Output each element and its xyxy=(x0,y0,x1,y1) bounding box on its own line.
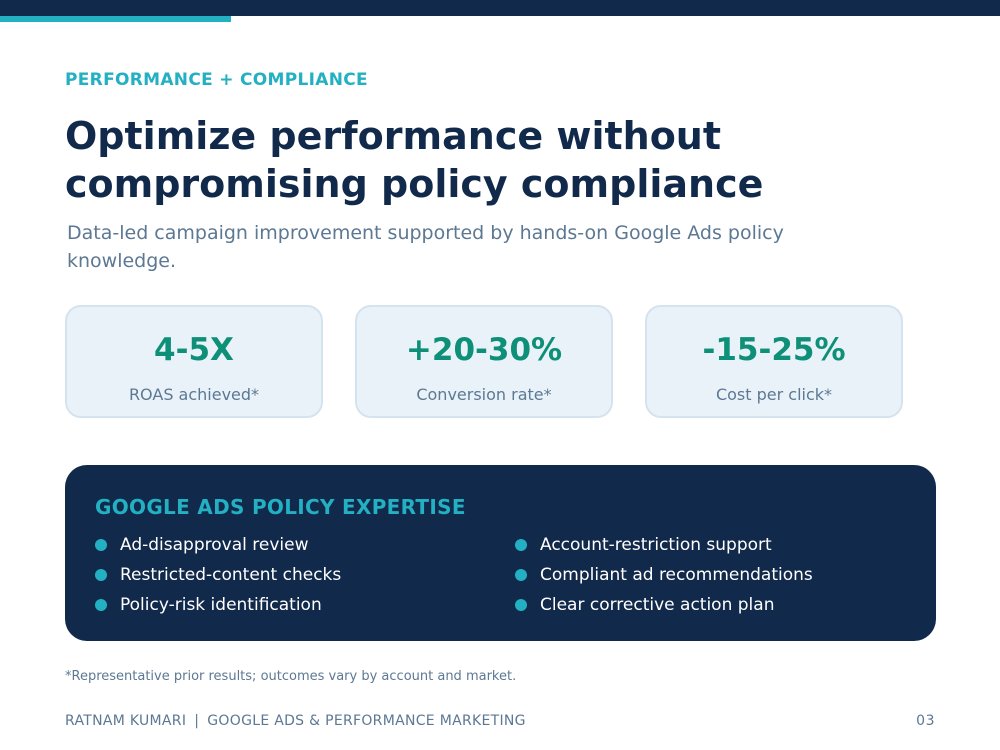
bullet-dot-icon xyxy=(515,539,527,551)
policy-item-label: Account-restriction support xyxy=(540,535,772,555)
policy-list-right: Account-restriction support Compliant ad… xyxy=(515,534,813,624)
metric-card-roas: 4-5X ROAS achieved* xyxy=(65,305,323,418)
title-line-2: compromising policy compliance xyxy=(65,162,764,206)
bullet-dot-icon xyxy=(515,599,527,611)
policy-heading: GOOGLE ADS POLICY EXPERTISE xyxy=(95,495,466,519)
policy-list-item: Clear corrective action plan xyxy=(515,594,813,624)
footer-separator: | xyxy=(194,713,200,729)
bullet-dot-icon xyxy=(95,569,107,581)
top-bar xyxy=(0,0,1000,16)
policy-item-label: Restricted-content checks xyxy=(120,565,342,585)
bullet-dot-icon xyxy=(95,539,107,551)
policy-list-item: Account-restriction support xyxy=(515,534,813,564)
policy-item-label: Compliant ad recommendations xyxy=(540,565,813,585)
metric-value: 4-5X xyxy=(154,332,234,368)
footer-credit: RATNAM KUMARI | GOOGLE ADS & PERFORMANCE M… xyxy=(65,713,526,729)
footer-author: RATNAM KUMARI xyxy=(65,713,187,729)
section-eyebrow: PERFORMANCE + COMPLIANCE xyxy=(65,70,368,90)
footnote: *Representative prior results; outcomes … xyxy=(65,669,517,684)
page-number: 03 xyxy=(916,713,935,729)
policy-list-left: Ad-disapproval review Restricted-content… xyxy=(95,534,341,624)
metric-value: -15-25% xyxy=(702,332,846,368)
slide-title: Optimize performance without compromisin… xyxy=(65,112,925,208)
metric-label: Cost per click* xyxy=(715,385,833,404)
policy-list-item: Compliant ad recommendations xyxy=(515,564,813,594)
policy-item-label: Clear corrective action plan xyxy=(540,595,775,615)
policy-expertise-panel: GOOGLE ADS POLICY EXPERTISE Ad-disapprov… xyxy=(65,465,936,641)
footer-topic: GOOGLE ADS & PERFORMANCE MARKETING xyxy=(207,713,526,729)
bullet-dot-icon xyxy=(515,569,527,581)
policy-list-item: Restricted-content checks xyxy=(95,564,341,594)
policy-list-item: Policy-risk identification xyxy=(95,594,341,624)
policy-item-label: Ad-disapproval review xyxy=(120,535,309,555)
metric-card-conversion-rate: +20-30% Conversion rate* xyxy=(355,305,613,418)
metric-label: ROAS achieved* xyxy=(128,385,260,404)
title-line-1: Optimize performance without xyxy=(65,114,722,158)
top-accent-bar xyxy=(0,16,231,22)
bullet-dot-icon xyxy=(95,599,107,611)
metric-label: Conversion rate* xyxy=(416,385,552,404)
slide-subtitle: Data-led campaign improvement supported … xyxy=(67,222,784,272)
policy-item-label: Policy-risk identification xyxy=(120,595,322,615)
metric-value: +20-30% xyxy=(405,332,563,368)
metric-card-cost-per-click: -15-25% Cost per click* xyxy=(645,305,903,418)
policy-list-item: Ad-disapproval review xyxy=(95,534,341,564)
